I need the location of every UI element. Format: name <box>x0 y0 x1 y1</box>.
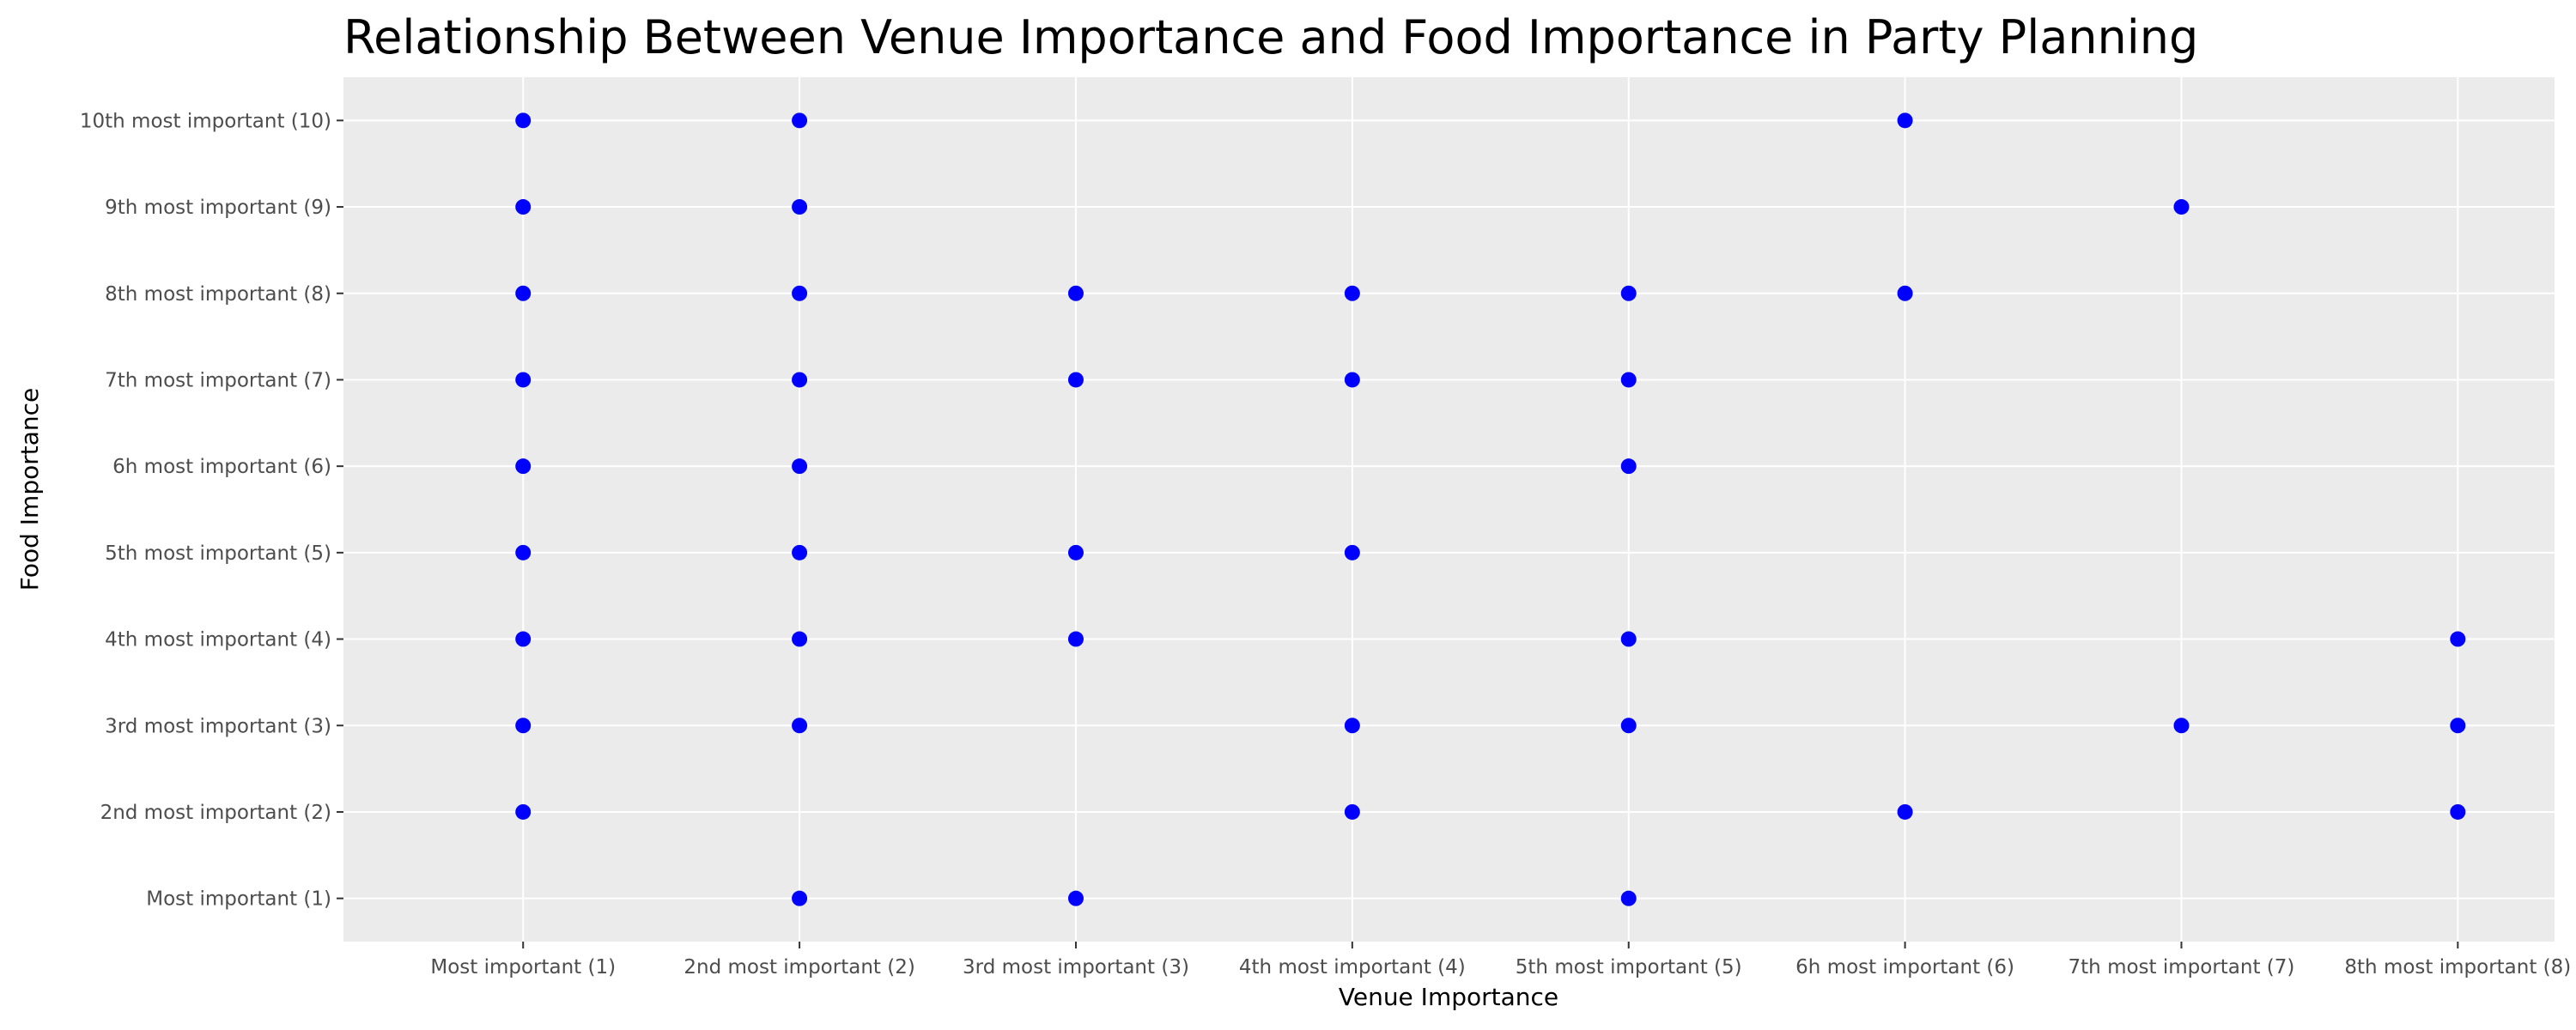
y-tick-labels: Most important (1) 2nd most important (2)… <box>80 110 331 910</box>
scatter-point <box>1620 285 1637 301</box>
scatter-point <box>1897 112 1913 129</box>
y-tick-label: 6h most important (6) <box>112 456 331 478</box>
scatter-point <box>792 285 808 301</box>
scatter-point <box>1344 285 1360 301</box>
y-tick-label: 9th most important (9) <box>105 197 331 219</box>
y-tick-label: 2nd most important (2) <box>100 802 331 824</box>
x-tick-label: 8th most important (8) <box>2344 956 2571 978</box>
y-tick-label: 10th most important (10) <box>80 110 331 132</box>
scatter-point <box>792 199 808 215</box>
scatter-point <box>1344 372 1360 388</box>
x-tick-label: 7th most important (7) <box>2069 956 2295 978</box>
x-tick-label: 3rd most important (3) <box>963 956 1189 978</box>
scatter-point <box>1897 803 1913 820</box>
scatter-point <box>1344 803 1360 820</box>
scatter-point <box>515 112 532 129</box>
scatter-point <box>1067 285 1084 301</box>
y-tick-label: Most important (1) <box>146 888 331 911</box>
scatter-point <box>2173 718 2190 734</box>
x-tick-label: 4th most important (4) <box>1239 956 1466 978</box>
scatter-point <box>515 544 532 560</box>
y-axis-label: Food Importance <box>15 388 44 591</box>
x-tick-label: 6h most important (6) <box>1795 956 2014 978</box>
scatter-point <box>1620 458 1637 475</box>
x-axis-label: Venue Importance <box>1339 983 1558 1011</box>
scatter-point <box>1897 285 1913 301</box>
scatter-point <box>1620 890 1637 906</box>
scatter-point <box>1344 544 1360 560</box>
x-tick-label: 5th most important (5) <box>1516 956 1742 978</box>
scatter-point <box>792 372 808 388</box>
scatter-point <box>2173 199 2190 215</box>
plot-panel <box>343 77 2555 942</box>
scatter-point <box>792 544 808 560</box>
scatter-point <box>1344 718 1360 734</box>
scatter-point <box>792 458 808 475</box>
scatter-point <box>1067 890 1084 906</box>
scatter-point <box>792 631 808 647</box>
data-points <box>515 112 2466 906</box>
scatter-point <box>2450 718 2466 734</box>
scatter-point <box>1067 631 1084 647</box>
x-tick-labels: Most important (1) 2nd most important (2)… <box>430 956 2571 978</box>
scatter-point <box>1620 718 1637 734</box>
scatter-point <box>515 199 532 215</box>
scatter-point <box>2450 631 2466 647</box>
scatter-point <box>515 285 532 301</box>
chart-title: Relationship Between Venue Importance an… <box>343 10 2198 64</box>
scatter-point <box>792 112 808 129</box>
scatter-point <box>515 372 532 388</box>
scatter-point <box>1620 372 1637 388</box>
y-tick-label: 4th most important (4) <box>105 629 331 651</box>
axis-ticks <box>337 119 2459 948</box>
y-tick-label: 5th most important (5) <box>105 542 331 565</box>
scatter-point <box>1067 544 1084 560</box>
y-tick-label: 7th most important (7) <box>105 369 331 391</box>
scatter-point <box>792 718 808 734</box>
scatter-point <box>1067 372 1084 388</box>
scatter-point <box>515 458 532 475</box>
x-tick-label: Most important (1) <box>430 956 616 978</box>
scatter-point <box>2450 803 2466 820</box>
y-tick-label: 3rd most important (3) <box>105 715 331 737</box>
y-tick-label: 8th most important (8) <box>105 283 331 306</box>
scatter-point <box>792 890 808 906</box>
scatter-point <box>515 803 532 820</box>
x-tick-label: 2nd most important (2) <box>683 956 914 978</box>
scatter-point <box>1620 631 1637 647</box>
scatter-point <box>515 631 532 647</box>
scatter-point <box>515 718 532 734</box>
